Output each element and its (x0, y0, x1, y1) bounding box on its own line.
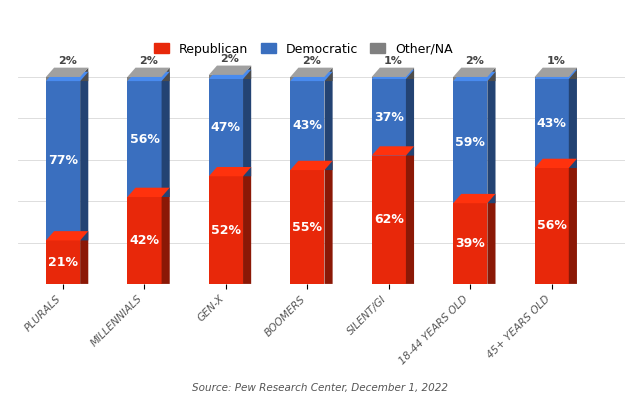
Polygon shape (488, 72, 495, 203)
Bar (209, 75, 243, 79)
Polygon shape (488, 67, 495, 81)
Polygon shape (161, 67, 170, 81)
Bar (127, 81, 161, 197)
Text: 43%: 43% (537, 117, 566, 130)
Text: 77%: 77% (48, 154, 78, 167)
Text: 21%: 21% (48, 256, 78, 269)
Bar (453, 203, 488, 284)
Polygon shape (372, 146, 414, 156)
Polygon shape (291, 161, 333, 170)
Polygon shape (46, 231, 88, 241)
Text: 2%: 2% (58, 56, 77, 66)
Polygon shape (324, 72, 333, 170)
Text: 56%: 56% (537, 220, 566, 233)
Polygon shape (161, 188, 170, 284)
Bar (453, 81, 488, 203)
Text: 39%: 39% (456, 237, 485, 250)
Polygon shape (243, 167, 251, 284)
Bar (372, 156, 406, 284)
Polygon shape (46, 72, 88, 81)
Polygon shape (291, 72, 333, 81)
Text: 47%: 47% (211, 121, 241, 134)
Polygon shape (453, 194, 495, 203)
Polygon shape (372, 70, 414, 79)
Text: 43%: 43% (292, 119, 323, 132)
Text: 55%: 55% (292, 220, 323, 233)
Polygon shape (324, 67, 333, 81)
Polygon shape (569, 159, 577, 284)
Polygon shape (209, 66, 251, 75)
Polygon shape (534, 70, 577, 79)
Polygon shape (324, 161, 333, 284)
Polygon shape (243, 66, 251, 79)
Polygon shape (488, 194, 495, 284)
Polygon shape (161, 72, 170, 197)
Text: 1%: 1% (383, 56, 403, 66)
Polygon shape (534, 67, 577, 77)
Polygon shape (372, 67, 414, 77)
Legend: Republican, Democratic, Other/NA: Republican, Democratic, Other/NA (148, 38, 458, 61)
Bar (127, 77, 161, 81)
Polygon shape (406, 70, 414, 156)
Polygon shape (569, 70, 577, 168)
Bar (372, 79, 406, 156)
Text: 59%: 59% (455, 136, 485, 148)
Polygon shape (569, 67, 577, 79)
Polygon shape (243, 70, 251, 176)
Bar (46, 81, 80, 241)
Text: 37%: 37% (374, 111, 404, 124)
Polygon shape (80, 67, 88, 81)
Bar (209, 176, 243, 284)
Polygon shape (534, 159, 577, 168)
Bar (291, 170, 324, 284)
Text: 42%: 42% (129, 234, 159, 247)
Text: Source: Pew Research Center, December 1, 2022: Source: Pew Research Center, December 1,… (192, 383, 448, 393)
Text: 2%: 2% (302, 56, 321, 66)
Polygon shape (291, 67, 333, 77)
Bar (534, 79, 569, 168)
Polygon shape (406, 67, 414, 79)
Polygon shape (209, 70, 251, 79)
Polygon shape (453, 67, 495, 77)
Bar (291, 77, 324, 81)
Text: 56%: 56% (129, 133, 159, 146)
Bar (291, 81, 324, 170)
Bar (209, 79, 243, 176)
Bar (372, 77, 406, 79)
Polygon shape (127, 188, 170, 197)
Polygon shape (80, 72, 88, 241)
Bar (534, 168, 569, 284)
Bar (453, 77, 488, 81)
Bar (46, 241, 80, 284)
Bar (534, 77, 569, 79)
Polygon shape (453, 72, 495, 81)
Bar (46, 77, 80, 81)
Text: 52%: 52% (211, 224, 241, 237)
Polygon shape (127, 72, 170, 81)
Polygon shape (209, 167, 251, 176)
Text: 1%: 1% (547, 56, 565, 66)
Polygon shape (406, 146, 414, 284)
Text: 2%: 2% (221, 54, 239, 64)
Polygon shape (127, 67, 170, 77)
Polygon shape (46, 67, 88, 77)
Text: 2%: 2% (139, 56, 158, 66)
Text: 62%: 62% (374, 213, 404, 226)
Text: 2%: 2% (465, 56, 484, 66)
Bar (127, 197, 161, 284)
Polygon shape (80, 231, 88, 284)
